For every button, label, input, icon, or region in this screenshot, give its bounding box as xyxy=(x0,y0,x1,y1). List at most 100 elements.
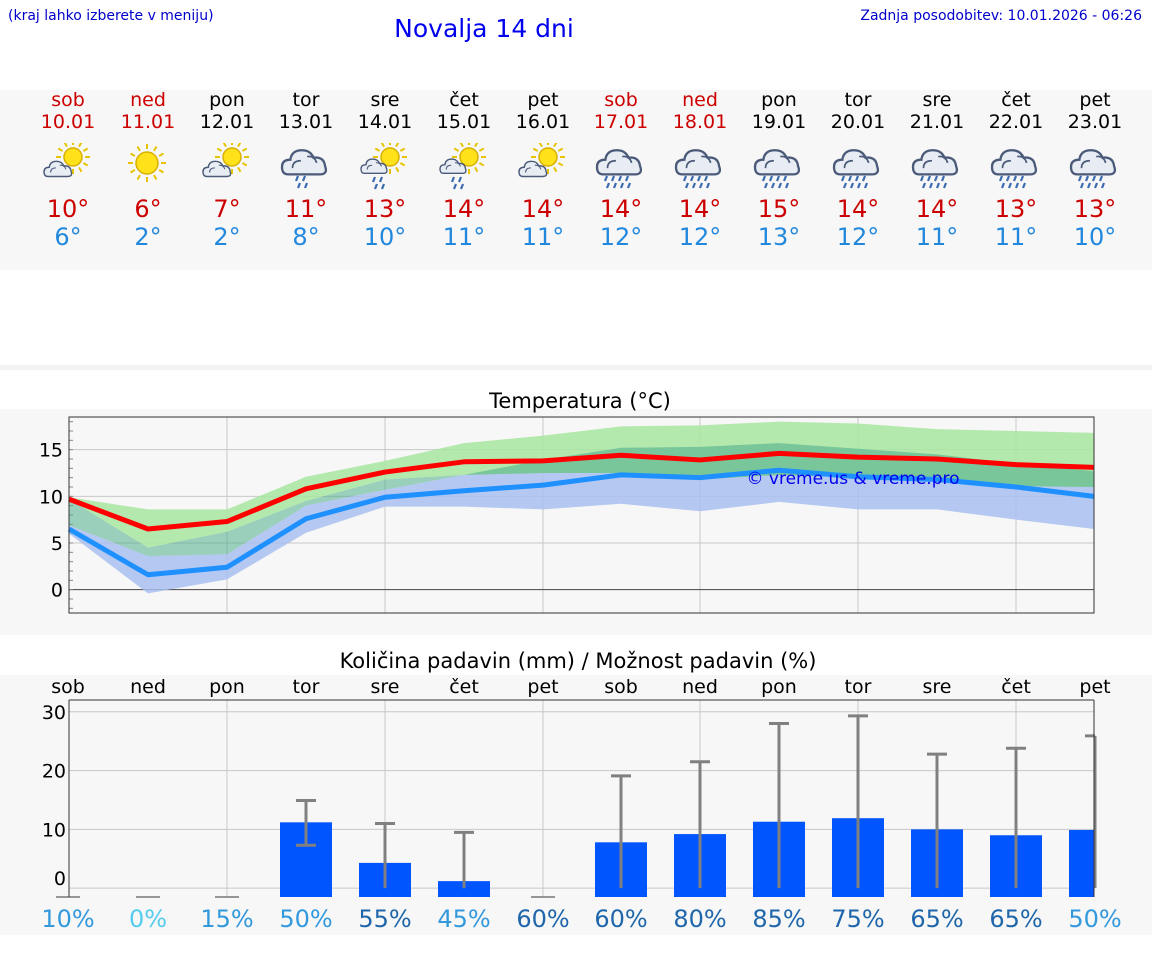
precipitation-probability: 50% xyxy=(1068,905,1121,933)
day-column: sre 21.01 14° 11° xyxy=(897,89,977,251)
max-temperature: 14° xyxy=(836,195,880,223)
temperature-chart-title: Temperatura (°C) xyxy=(488,389,671,413)
y-tick-label: 0 xyxy=(54,868,66,890)
precipitation-probability: 65% xyxy=(910,905,963,933)
day-date: 23.01 xyxy=(1067,111,1123,133)
day-column: pon 12.01 7° 2° xyxy=(187,89,267,251)
cloud-heavy-rain-icon xyxy=(990,149,1038,189)
y-tick-label: 10 xyxy=(39,486,63,508)
day-name: pon xyxy=(209,89,245,111)
day-label: čet xyxy=(1001,676,1031,698)
band-overlap xyxy=(69,443,1094,557)
y-tick-label: 10 xyxy=(42,819,66,841)
day-name: tor xyxy=(844,89,872,111)
min-temperature-band xyxy=(69,443,1094,594)
max-temperature: 14° xyxy=(915,195,959,223)
day-label: ned xyxy=(682,676,718,698)
day-column: pon 19.01 15° 13° xyxy=(739,89,819,251)
precipitation-probability: 80% xyxy=(673,905,726,933)
cloud-heavy-rain-icon xyxy=(832,149,880,189)
page-title: Novalja 14 dni xyxy=(394,14,574,43)
day-column: sre 14.01 13° 10° xyxy=(345,89,425,251)
location-menu-hint: (kraj lahko izberete v meniju) xyxy=(8,8,214,24)
max-temperature: 10° xyxy=(46,195,90,223)
day-name: tor xyxy=(292,89,320,111)
sun-cloud-icon xyxy=(43,143,90,178)
day-label: pet xyxy=(1079,676,1110,698)
day-label: tor xyxy=(845,676,872,698)
day-name: čet xyxy=(1001,89,1031,111)
min-temperature: 11° xyxy=(915,223,959,251)
day-column: pet 16.01 14° 11° xyxy=(503,89,583,251)
day-name: sre xyxy=(370,89,400,111)
y-tick-label: 20 xyxy=(42,761,66,783)
min-temperature: 11° xyxy=(521,223,565,251)
sun-icon xyxy=(128,144,166,182)
min-temperature: 11° xyxy=(994,223,1038,251)
min-temperature: 2° xyxy=(213,223,241,251)
day-date: 21.01 xyxy=(909,111,965,133)
day-date: 19.01 xyxy=(751,111,807,133)
precipitation-probability: 65% xyxy=(989,905,1042,933)
day-label: tor xyxy=(293,676,320,698)
precipitation-probability: 60% xyxy=(516,905,569,933)
cloud-heavy-rain-icon xyxy=(674,149,722,189)
day-date: 10.01 xyxy=(40,111,96,133)
day-column: sob 17.01 14° 12° xyxy=(581,89,661,251)
day-name: sob xyxy=(51,89,85,111)
min-temperature: 10° xyxy=(1073,223,1117,251)
day-name: sob xyxy=(604,89,638,111)
day-column: tor 13.01 11° 8° xyxy=(266,89,346,251)
min-temperature: 2° xyxy=(134,223,162,251)
max-temperature: 14° xyxy=(521,195,565,223)
divider xyxy=(0,365,1152,370)
precipitation-probability: 10% xyxy=(41,905,94,933)
day-date: 11.01 xyxy=(120,111,176,133)
day-label: pon xyxy=(209,676,245,698)
day-name: čet xyxy=(449,89,479,111)
max-temperature: 13° xyxy=(994,195,1038,223)
precipitation-probability: 45% xyxy=(437,905,490,933)
precipitation-chart: Količina padavin (mm) / Možnost padavin … xyxy=(41,649,1121,933)
precipitation-probability: 75% xyxy=(831,905,884,933)
max-temperature: 6° xyxy=(134,195,162,223)
day-label: ned xyxy=(130,676,166,698)
precipitation-probability: 85% xyxy=(752,905,805,933)
day-date: 12.01 xyxy=(199,111,255,133)
precipitation-probability: 15% xyxy=(200,905,253,933)
day-label: sob xyxy=(51,676,85,698)
max-temperature: 7° xyxy=(213,195,241,223)
temperature-chart: Temperatura (°C) 0 5 10 15 © vreme.us & vrem… xyxy=(39,389,1095,614)
day-column: ned 18.01 14° 12° xyxy=(660,89,740,251)
cloud-heavy-rain-icon xyxy=(911,149,959,189)
day-date: 13.01 xyxy=(278,111,334,133)
y-tick-label: 15 xyxy=(39,440,63,462)
day-date: 18.01 xyxy=(672,111,728,133)
cloud-heavy-rain-icon xyxy=(595,149,643,189)
day-date: 20.01 xyxy=(830,111,886,133)
sun-cloud-rain-icon xyxy=(360,143,407,190)
day-date: 22.01 xyxy=(988,111,1044,133)
forecast-strip xyxy=(0,90,1152,270)
day-label: sre xyxy=(923,676,952,698)
day-date: 16.01 xyxy=(515,111,571,133)
day-column: čet 22.01 13° 11° xyxy=(976,89,1056,251)
min-temperature: 13° xyxy=(757,223,801,251)
max-temperature: 13° xyxy=(1073,195,1117,223)
day-column: sob 10.01 10° 6° xyxy=(28,89,108,251)
precipitation-chart-title: Količina padavin (mm) / Možnost padavin … xyxy=(340,649,817,673)
min-temperature: 6° xyxy=(54,223,82,251)
max-temperature: 14° xyxy=(442,195,486,223)
precipitation-probability: 60% xyxy=(594,905,647,933)
cloud-heavy-rain-icon xyxy=(1069,149,1117,189)
sun-cloud-icon xyxy=(518,143,565,178)
day-column: ned 11.01 6° 2° xyxy=(108,89,188,251)
precipitation-probability: 50% xyxy=(279,905,332,933)
day-date: 17.01 xyxy=(593,111,649,133)
precipitation-bar xyxy=(1069,829,1094,897)
min-temperature: 10° xyxy=(363,223,407,251)
min-temperature: 8° xyxy=(292,223,320,251)
day-date: 14.01 xyxy=(357,111,413,133)
y-tick-label: 0 xyxy=(51,580,63,602)
min-temperature: 11° xyxy=(442,223,486,251)
